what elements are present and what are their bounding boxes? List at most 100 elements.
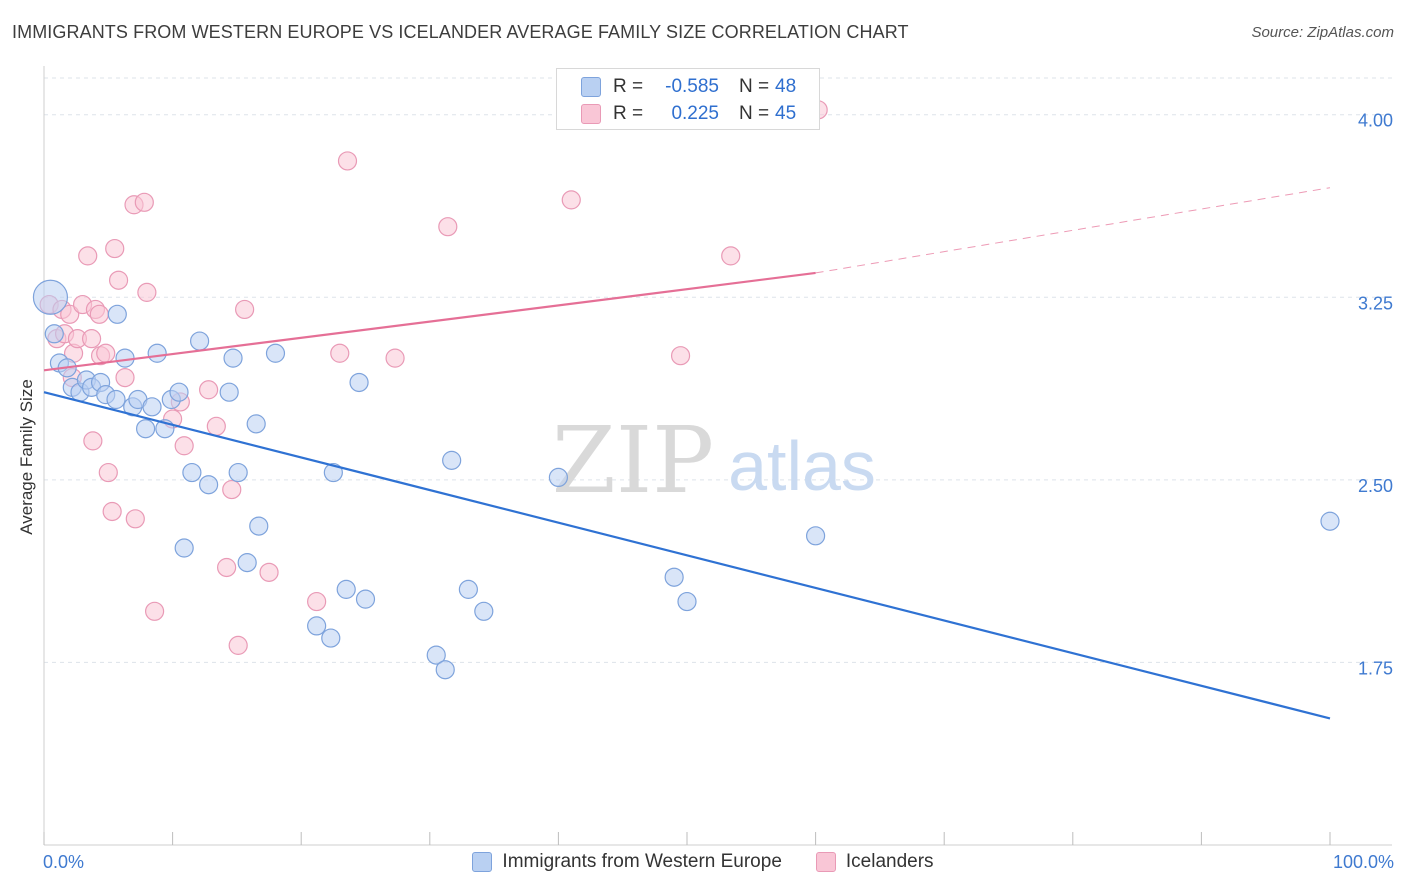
blue-n-value: 48 [775,76,797,97]
axes [43,66,1392,846]
icelanders-point [259,562,279,582]
icelanders-point [89,304,109,324]
y-tick-label: 4.00 [1358,111,1393,131]
icelanders-point [81,329,102,349]
icelanders-point [217,557,237,578]
western-europe-point [169,382,189,402]
r-label: R = [613,103,644,124]
y-tick-labels: 1.75 2.50 3.25 4.00 [1358,111,1393,679]
western-europe-point [246,414,266,434]
icelanders-point [144,601,165,621]
western-europe-point [147,343,167,363]
watermark: ZIP atlas [552,407,876,514]
icelanders-point [174,436,194,456]
legend-swatch-blue [472,852,493,872]
icelanders-point [98,462,118,483]
legend-swatch-pink [815,852,836,872]
icelanders-point [721,246,741,266]
y-tick-label: 3.25 [1358,293,1393,313]
western-europe-point [249,516,269,536]
western-europe-point [349,372,369,393]
icelanders-point [108,270,129,290]
western-europe-point [307,616,327,636]
icelanders-point [137,282,157,302]
icelanders-point [330,343,350,363]
grid-lines [44,77,1392,663]
western-europe-point [219,382,239,402]
western-europe-point [223,348,243,368]
western-europe-point [199,475,219,495]
western-europe-point [115,348,135,368]
western-europe-point [435,660,455,680]
western-europe-point [677,591,697,612]
western-europe-point [664,567,684,587]
trend-lines [43,187,1331,720]
western-europe-point [458,579,478,599]
n-label: N = [739,76,770,97]
western-europe-point [442,450,462,470]
western-europe-point [135,419,156,439]
western-europe-point [321,628,341,648]
icelanders-point [102,501,122,522]
icelanders-trend-line [43,271,816,372]
icelanders-point [125,509,145,529]
pink-n-value: 45 [775,103,797,124]
icelanders-point [222,479,242,500]
western-europe-point [142,397,162,417]
icelanders-trend-extension [815,187,1331,274]
icelanders-point [83,431,103,451]
icelanders-point [337,151,358,171]
pink-swatch [581,104,601,124]
x-tick-label-min: 0.0% [43,852,85,872]
stats-row-pink: R = 0.225 N = 45 [581,102,796,126]
icelanders-point [199,380,219,400]
legend-item-western-europe[interactable]: Immigrants from Western Europe [472,851,782,873]
legend-item-icelanders[interactable]: Icelanders [815,851,934,873]
western-europe-point [548,467,569,488]
x-tick-label-max: 100.0% [1332,852,1394,872]
western-europe-point [474,601,494,621]
blue-r-value: -0.585 [665,76,719,97]
r-label: R = [613,76,644,97]
western-europe-point [805,526,826,546]
pink-r-value: 0.225 [671,103,719,124]
western-europe-point [190,331,210,351]
western-europe-point [265,343,286,363]
western-europe-point [174,538,194,558]
blue-swatch [581,77,601,97]
icelanders-point [206,416,226,436]
n-label: N = [739,103,770,124]
icelanders-point [307,591,327,612]
icelanders-points [39,100,828,655]
stats-row-blue: R = -0.585 N = 48 [581,75,796,99]
western-europe-point [336,579,356,599]
western-europe-trend-line [43,391,1331,720]
western-europe-point [228,462,248,483]
correlation-stats-legend: R = -0.585 N = 48 R = 0.225 N = 45 [556,68,820,130]
legend-label-icelanders: Icelanders [845,851,934,872]
western-europe-point [106,389,126,410]
icelanders-point [235,299,255,320]
y-tick-label: 2.50 [1358,476,1393,496]
series-legend: Immigrants from Western Europe Icelander… [0,851,1406,873]
legend-label-western-europe: Immigrants from Western Europe [502,851,782,872]
chart-title: IMMIGRANTS FROM WESTERN EUROPE VS ICELAN… [12,22,909,42]
icelanders-point [385,348,405,368]
icelanders-point [228,635,248,655]
icelanders-point [96,343,116,363]
western-europe-point [32,279,69,315]
western-europe-point [237,553,257,573]
source-credit: Source: ZipAtlas.com [1251,24,1394,41]
western-europe-point [107,304,127,324]
icelanders-point [115,368,135,388]
watermark-atlas: atlas [728,427,876,505]
western-europe-point [44,324,64,344]
icelanders-point [670,346,691,366]
western-europe-points [32,279,1340,680]
icelanders-point [60,304,80,324]
western-europe-point [426,645,446,665]
watermark-zip: ZIP [552,407,714,514]
western-europe-point [323,462,343,483]
icelanders-point [78,246,98,266]
